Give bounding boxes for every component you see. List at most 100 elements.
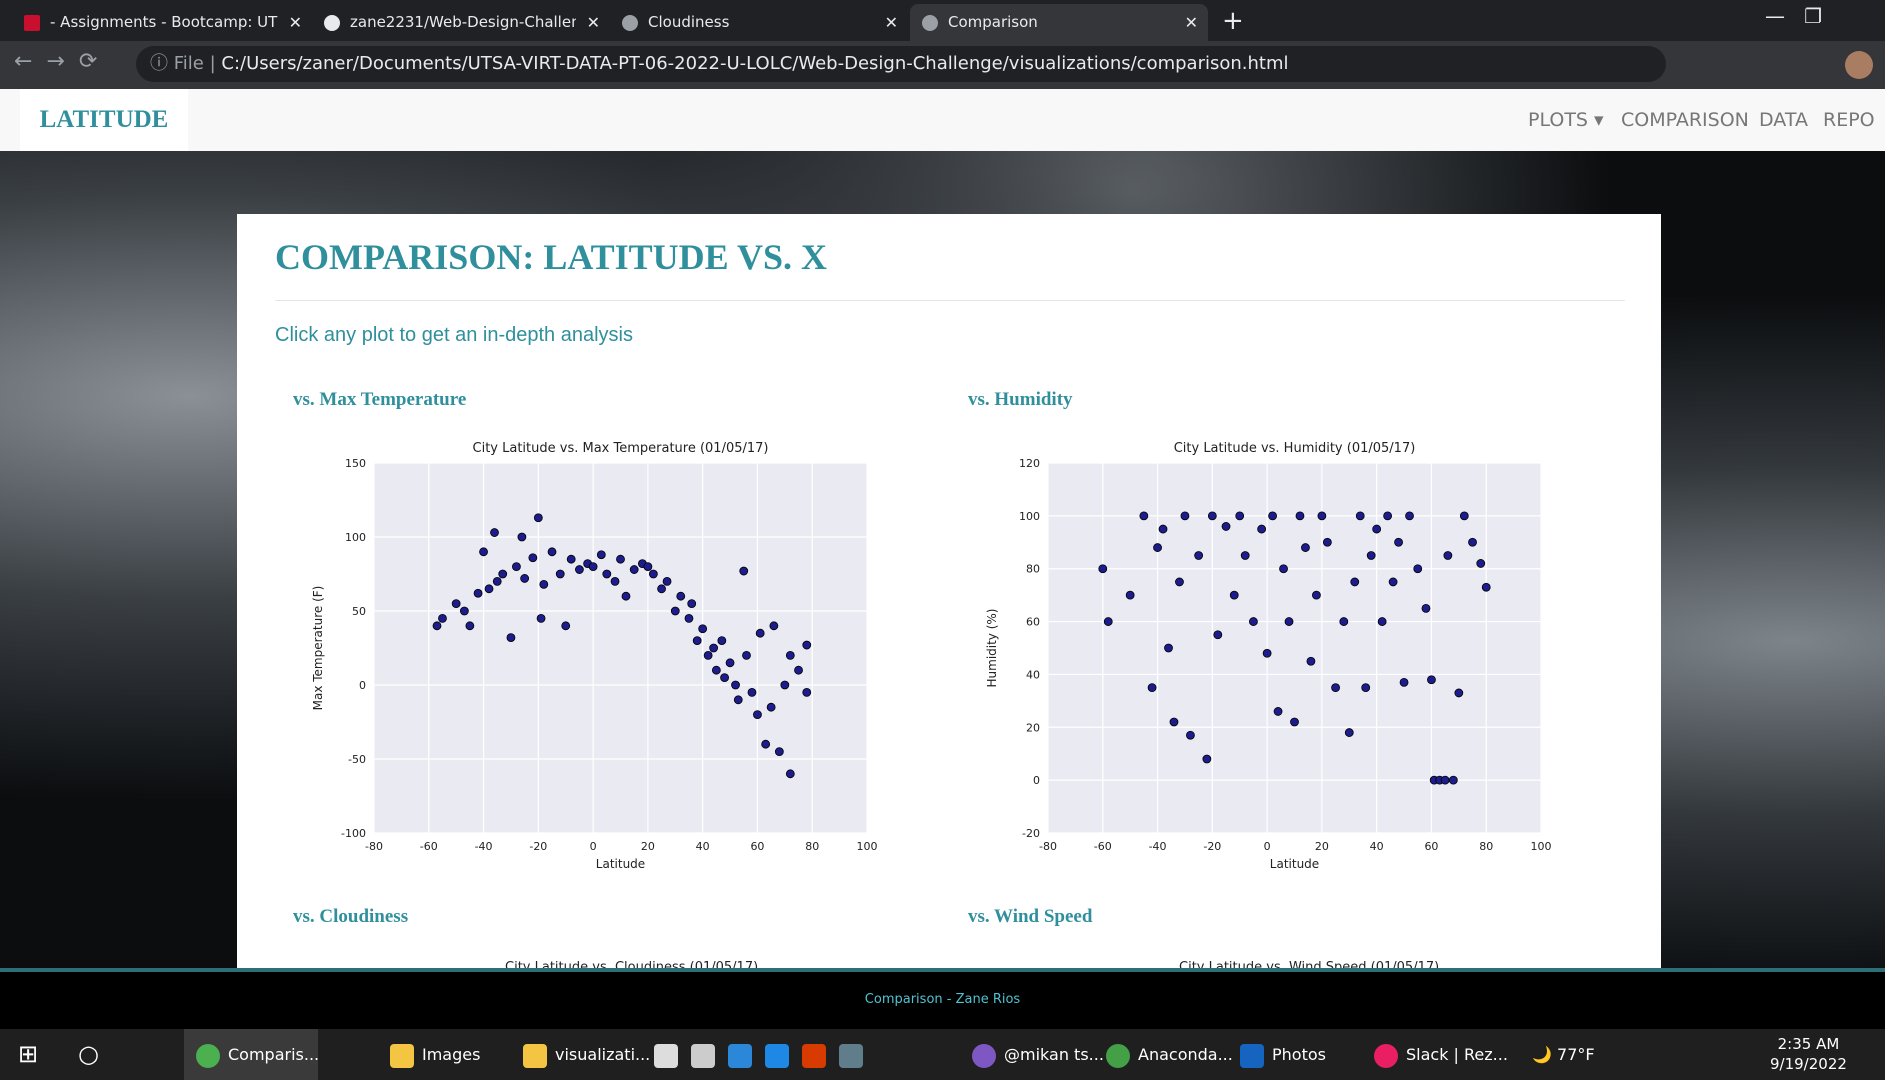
time: 2:35 AM — [1777, 1035, 1840, 1053]
app-label: Anaconda... — [1138, 1045, 1233, 1064]
point — [596, 550, 606, 560]
chart[interactable]: City Latitude vs. Max Temperature (01/05… — [300, 430, 900, 870]
task-app[interactable]: Comparis... — [184, 1029, 319, 1080]
point — [1350, 577, 1360, 587]
point — [616, 554, 625, 564]
point — [802, 640, 812, 650]
point — [1322, 537, 1332, 547]
point — [676, 591, 686, 601]
point — [1301, 543, 1310, 552]
page-title: COMPARISON: LATITUDE VS. X — [275, 237, 828, 277]
lead: Click any plot to get an in-depth analys… — [275, 324, 633, 346]
x-tick-label: 20 — [641, 840, 655, 853]
scheme: File — [173, 53, 204, 74]
point — [1273, 707, 1283, 716]
point — [662, 576, 672, 586]
point — [1317, 511, 1327, 521]
task-app[interactable]: Anaconda... — [1106, 1029, 1233, 1080]
point — [692, 636, 702, 646]
point — [1399, 677, 1409, 687]
brand[interactable]: LATITUDE — [20, 89, 188, 151]
nav-item[interactable]: DATA — [1759, 109, 1808, 131]
point — [670, 606, 680, 616]
point — [1383, 511, 1393, 521]
footer: Comparison - Zane Rios — [0, 968, 1885, 1029]
x-tick-label: 80 — [805, 840, 819, 853]
point — [711, 665, 721, 675]
point — [566, 554, 576, 564]
point — [1440, 775, 1450, 785]
point — [1476, 559, 1486, 568]
point — [1180, 511, 1190, 521]
task-app[interactable]: visualizati... — [523, 1029, 650, 1080]
chart[interactable]: City Latitude vs. Humidity (01/05/17) -20… — [974, 430, 1574, 870]
nav-buttons[interactable]: ← → ⟳ — [14, 49, 98, 74]
point — [629, 565, 639, 574]
point — [1388, 577, 1398, 587]
address-bar[interactable]: ⓘ File | C:/Users/zaner/Documents/UTSA-V… — [136, 46, 1666, 82]
point — [785, 769, 795, 779]
new-tab[interactable]: + — [1222, 6, 1244, 36]
search[interactable]: ○ — [78, 1040, 99, 1068]
point — [1454, 688, 1464, 698]
task-app[interactable]: @mikan ts... — [972, 1029, 1104, 1080]
point — [1290, 717, 1299, 727]
tab[interactable]: zane2231/Web-Design-Challenge ✕ — [312, 4, 610, 41]
point — [1147, 683, 1157, 693]
point — [1377, 617, 1387, 626]
nav-item[interactable]: PLOTS ▾ — [1528, 109, 1604, 131]
x-tick-label: 0 — [590, 840, 597, 853]
point — [1249, 617, 1258, 626]
point — [1098, 564, 1108, 574]
tab[interactable]: Comparison ✕ — [910, 4, 1208, 41]
point — [684, 613, 694, 623]
point — [698, 624, 708, 634]
clock[interactable]: 2:35 AM 9/19/2022 — [1770, 1034, 1847, 1074]
start[interactable]: ⊞ — [18, 1040, 39, 1068]
task-icons[interactable] — [654, 1029, 871, 1080]
section-heading: vs. Humidity — [968, 389, 1073, 410]
point — [753, 710, 762, 720]
point — [432, 621, 442, 631]
point — [451, 599, 461, 609]
point — [755, 628, 765, 638]
window-controls[interactable]: — ❐ — [1765, 4, 1823, 28]
x-tick-label: -20 — [1203, 840, 1221, 853]
navbar: LATITUDE PLOTS ▾ COMPARISON DATA REPO — [0, 89, 1885, 152]
app-label: Images — [422, 1045, 481, 1064]
point — [1468, 537, 1477, 547]
point — [739, 566, 749, 576]
point — [1331, 683, 1340, 693]
task-app[interactable]: Images — [390, 1029, 480, 1080]
nav-item[interactable]: REPO — [1823, 109, 1875, 131]
chart-title: City Latitude vs. Wind Speed (01/05/17) — [1179, 960, 1440, 968]
y-tick-label: 50 — [352, 605, 366, 618]
tab[interactable]: - Assignments - Bootcamp: UTSA ✕ — [12, 4, 312, 41]
tab[interactable]: Cloudiness ✕ — [610, 4, 908, 41]
y-tick-label: -50 — [348, 753, 366, 766]
point — [536, 613, 546, 623]
tab-title: Comparison — [948, 13, 1038, 31]
point — [1194, 551, 1204, 560]
point — [648, 569, 658, 579]
weather[interactable]: 🌙 77°F — [1532, 1045, 1595, 1064]
point — [742, 650, 751, 660]
weather-text: 77°F — [1557, 1045, 1595, 1064]
nav-item[interactable]: COMPARISON — [1621, 109, 1749, 131]
task-app[interactable]: Photos — [1240, 1029, 1326, 1080]
point — [709, 643, 719, 653]
point — [602, 569, 612, 579]
toolbar: ← → ⟳ ⓘ File | C:/Users/zaner/Documents/… — [0, 41, 1885, 89]
point — [1169, 717, 1179, 727]
point — [1235, 511, 1245, 521]
point — [490, 528, 499, 537]
date: 9/19/2022 — [1770, 1055, 1847, 1073]
point — [506, 633, 516, 643]
task-app[interactable]: Slack | Rez... — [1374, 1029, 1508, 1080]
point — [479, 547, 488, 557]
profile[interactable] — [1845, 51, 1873, 79]
point — [1186, 730, 1195, 740]
url: C:/Users/zaner/Documents/UTSA-VIRT-DATA-… — [221, 53, 1289, 74]
chart-title: City Latitude vs. Max Temperature (01/05… — [473, 441, 769, 456]
